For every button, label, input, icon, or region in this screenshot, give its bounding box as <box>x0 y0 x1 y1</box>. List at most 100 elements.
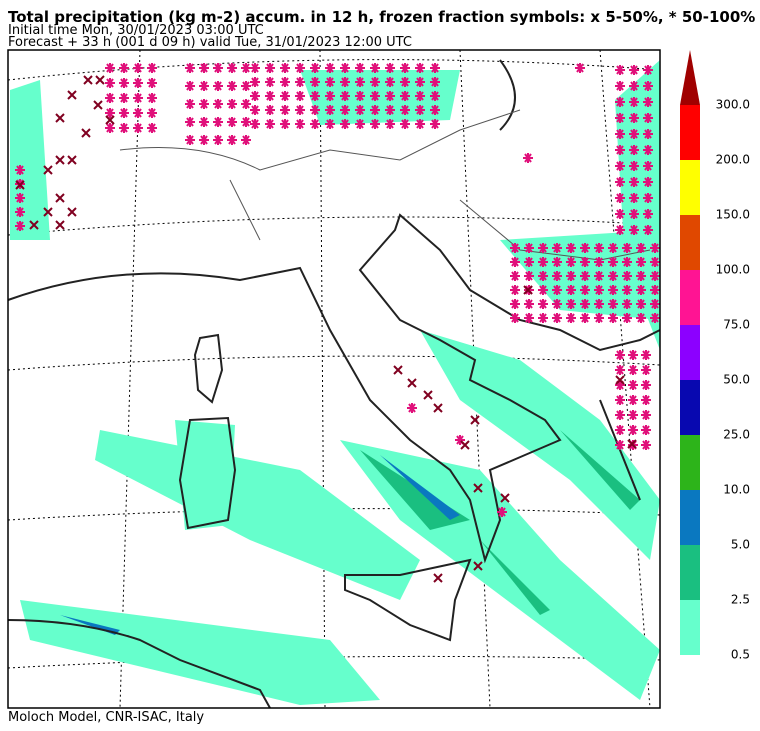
snow-symbol <box>608 299 618 309</box>
snow-symbol <box>538 313 548 323</box>
snow-symbol <box>415 77 425 87</box>
snow-symbol <box>615 97 625 107</box>
snow-symbol <box>241 99 251 109</box>
borders <box>119 109 651 261</box>
snow-symbol <box>415 105 425 115</box>
colorbar-label: 150.0 <box>716 208 750 222</box>
footer: Moloch Model, CNR-ISAC, Italy <box>8 710 205 725</box>
snow-symbol <box>147 93 157 103</box>
snow-symbol <box>622 257 632 267</box>
snow-symbol <box>265 77 275 87</box>
snow-symbol <box>641 425 651 435</box>
snow-symbol <box>199 81 209 91</box>
snow-symbol <box>355 63 365 73</box>
snow-symbol <box>185 117 195 127</box>
colorbar-label: 2.5 <box>731 593 750 607</box>
mixed-symbol <box>55 220 65 230</box>
snow-symbol <box>370 91 380 101</box>
snow-symbol <box>119 78 129 88</box>
snow-symbol <box>552 243 562 253</box>
snow-symbol <box>213 63 223 73</box>
snow-symbol <box>608 257 618 267</box>
snow-symbol <box>510 271 520 281</box>
mixed-symbol <box>105 115 115 125</box>
mixed-symbol <box>473 561 483 571</box>
snow-symbol <box>629 209 639 219</box>
mixed-symbol <box>55 113 65 123</box>
snow-symbol <box>310 105 320 115</box>
snow-symbol <box>133 93 143 103</box>
snow-symbol <box>133 108 143 118</box>
latitude-line <box>7 655 661 669</box>
snow-symbol <box>524 257 534 267</box>
snow-symbol <box>400 91 410 101</box>
colorbar-label: 10.0 <box>723 483 750 497</box>
snow-symbol <box>185 63 195 73</box>
colorbar-segment <box>680 325 700 380</box>
snow-symbol <box>295 91 305 101</box>
snow-symbol <box>355 91 365 101</box>
snow-symbol <box>385 119 395 129</box>
sicily <box>344 558 472 642</box>
snow-symbol <box>199 117 209 127</box>
snow-symbol <box>280 77 290 87</box>
snow-symbol <box>643 97 653 107</box>
snow-symbol <box>622 313 632 323</box>
mixed-symbol <box>423 390 433 400</box>
colorbar-segment <box>680 435 700 490</box>
snow-symbol <box>636 271 646 281</box>
snow-symbol <box>615 350 625 360</box>
mixed-symbol <box>473 483 483 493</box>
snow-symbol <box>430 91 440 101</box>
snow-symbol <box>241 135 251 145</box>
snow-symbol <box>370 119 380 129</box>
mixed-symbol <box>43 207 53 217</box>
snow-symbol <box>615 225 625 235</box>
snow-symbol <box>566 285 576 295</box>
mixed-symbol <box>67 90 77 100</box>
snow-symbol <box>608 271 618 281</box>
snow-symbol <box>594 299 604 309</box>
snow-symbol <box>241 81 251 91</box>
precip-area <box>560 430 640 510</box>
snow-symbol <box>615 177 625 187</box>
snow-symbol <box>105 63 115 73</box>
mixed-symbol <box>523 285 533 295</box>
snow-symbol <box>213 99 223 109</box>
snow-symbol <box>629 177 639 187</box>
mixed-symbol <box>67 155 77 165</box>
snow-symbol <box>199 63 209 73</box>
snow-symbol <box>105 108 115 118</box>
snow-symbol <box>615 380 625 390</box>
mixed-symbol <box>43 165 53 175</box>
longitude-line <box>319 49 326 709</box>
snow-symbol <box>552 257 562 267</box>
snow-symbol <box>119 123 129 133</box>
snow-symbol <box>105 123 115 133</box>
snow-symbol <box>250 91 260 101</box>
snow-symbol <box>400 63 410 73</box>
precip-area <box>175 420 235 530</box>
snow-symbol <box>643 225 653 235</box>
snow-symbol <box>370 63 380 73</box>
latitude-line <box>7 216 661 236</box>
snow-symbol <box>641 350 651 360</box>
snow-symbol <box>295 105 305 115</box>
snow-symbol <box>594 243 604 253</box>
snow-symbol <box>622 299 632 309</box>
snow-symbol <box>265 91 275 101</box>
snow-symbol <box>415 63 425 73</box>
snow-symbol <box>628 425 638 435</box>
snow-symbol <box>615 209 625 219</box>
snow-symbol <box>199 99 209 109</box>
snow-symbol <box>552 299 562 309</box>
snow-symbol <box>524 313 534 323</box>
colorbar-label: 100.0 <box>716 263 750 277</box>
snow-symbol <box>643 193 653 203</box>
snow-symbol <box>370 105 380 115</box>
snow-symbol <box>280 105 290 115</box>
coastline <box>7 213 661 564</box>
mixed-symbol <box>95 75 105 85</box>
snow-symbol <box>629 65 639 75</box>
colorbar-segment <box>680 545 700 600</box>
